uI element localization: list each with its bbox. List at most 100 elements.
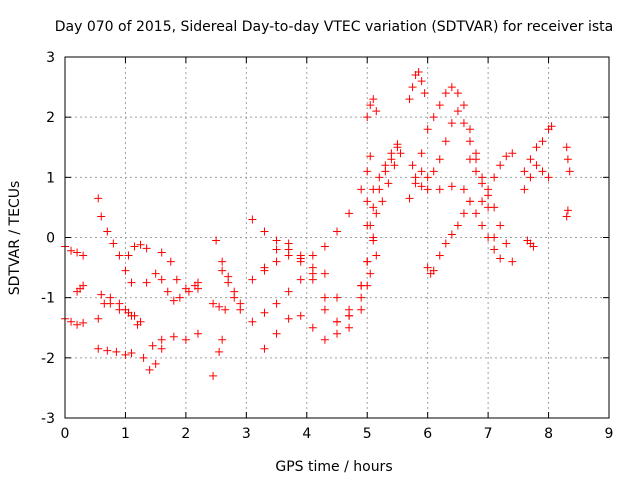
series-arc-12 [157,248,202,293]
data-point [130,311,139,320]
data-point [320,293,329,302]
data-point [453,107,462,116]
data-point [459,119,468,128]
data-point [169,332,178,341]
data-point [215,347,224,356]
data-point [209,299,218,308]
data-point [423,185,432,194]
data-point [453,89,462,98]
data-point [109,239,118,248]
data-point [408,83,417,92]
data-point [357,305,366,314]
data-point [127,278,136,287]
data-points [61,68,574,380]
data-point [408,161,417,170]
data-point [333,317,341,326]
data-point [345,209,354,218]
data-point [447,119,456,128]
x-tick-label: 6 [423,426,432,442]
data-point [447,182,456,191]
data-point [459,185,468,194]
series-arc-10 [142,269,202,305]
series-arc-30 [423,197,474,278]
data-point [272,329,281,338]
data-point [124,251,133,260]
data-point [366,221,375,230]
data-point [103,227,112,236]
data-point [320,335,329,344]
data-point [248,275,257,284]
data-point [124,308,133,317]
data-point [224,278,233,287]
data-point [532,161,541,170]
data-point [366,269,375,278]
data-point [79,281,88,290]
x-tick-label: 0 [61,426,70,442]
data-point [106,299,115,308]
data-point [260,263,269,272]
data-point [79,251,88,260]
data-point [333,293,341,302]
data-point [547,122,556,131]
data-point [127,349,136,358]
data-point [417,149,426,158]
data-point [520,185,529,194]
data-point [142,278,151,287]
data-point [369,203,378,212]
data-point [465,125,474,134]
data-point [372,107,381,116]
data-point [520,167,529,176]
data-point [544,173,553,182]
y-tick-label: 2 [46,110,55,126]
data-point [417,182,426,191]
data-point [248,317,257,326]
series-arc-34 [520,161,553,194]
data-point [296,311,305,320]
series-arc-22 [363,95,381,122]
data-point [115,251,124,260]
y-tick-label: -3 [41,411,55,427]
series-arc-17 [248,152,375,263]
data-point [423,263,432,272]
data-point [218,257,227,266]
data-point [435,251,444,260]
data-point [435,155,444,164]
data-point [151,359,160,368]
data-point [441,89,450,98]
data-point [157,248,166,257]
data-point [94,314,103,323]
series-arc-11 [148,329,202,350]
x-tick-label: 7 [484,426,493,442]
data-point [212,236,221,245]
data-point [435,101,444,110]
data-point [465,155,474,164]
data-point [538,167,547,176]
series-arc-28 [408,107,481,182]
data-point [562,212,571,221]
x-tick-label: 8 [544,426,553,442]
data-point [532,143,541,152]
data-point [248,215,257,224]
x-axis-label: GPS time / hours [275,459,392,475]
series-arc-27 [405,83,499,242]
data-point [369,95,378,104]
series-arc-9 [139,344,166,374]
data-point [175,293,184,302]
data-point [429,167,438,176]
y-tick-label: -1 [41,291,55,307]
data-point [357,185,366,194]
data-point [193,278,202,287]
y-tick-label: 0 [46,231,55,247]
series-arc-15 [209,335,227,380]
data-point [333,329,341,338]
data-point [272,236,281,245]
data-point [375,173,384,182]
data-point [163,287,172,296]
series-arc-31 [465,155,517,266]
data-point [538,137,547,146]
data-point [320,305,329,314]
series-arc-2 [61,314,88,329]
x-tick-label: 4 [302,426,311,442]
series-arc-6 [97,290,145,326]
data-point [502,152,511,161]
